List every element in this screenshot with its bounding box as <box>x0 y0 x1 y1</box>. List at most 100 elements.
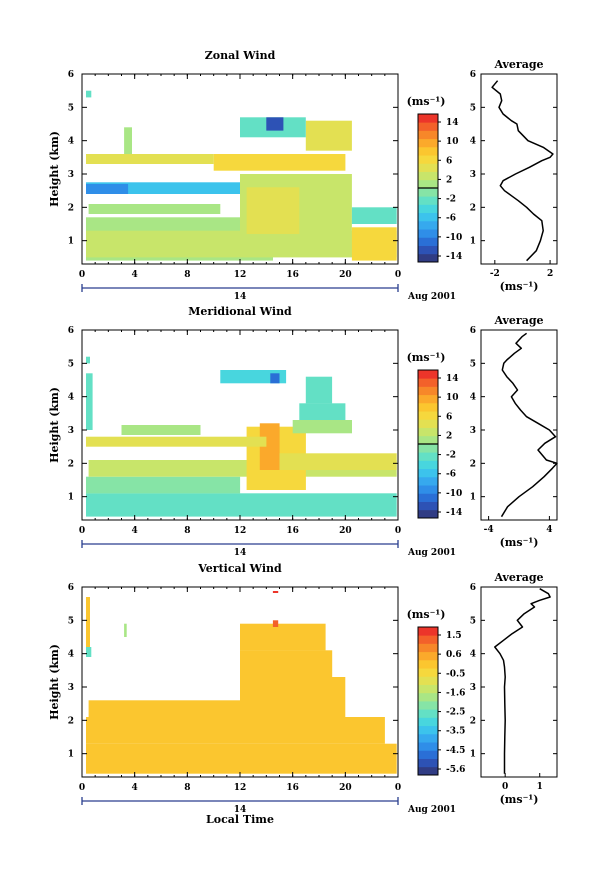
colorbar-swatch <box>418 717 438 727</box>
colorbar-swatch <box>418 733 438 743</box>
y-tick-label: 3 <box>68 426 74 436</box>
colorbar-tick-label: 10 <box>446 137 459 147</box>
colorbar-swatch <box>418 245 438 255</box>
profile-title: Average <box>493 571 543 584</box>
profile-y-tick-label: 2 <box>470 716 476 726</box>
colorbar-tick-label: 6 <box>446 156 452 166</box>
y-tick-label: 6 <box>68 583 74 593</box>
profile-y-tick-label: 6 <box>470 70 476 80</box>
profile-x-tick-label: -2 <box>490 269 500 279</box>
heatmap-cell <box>86 184 129 194</box>
profile-y-tick-label: 3 <box>470 170 476 180</box>
heatmap-cell <box>86 154 214 164</box>
colorbar-swatch <box>418 444 438 453</box>
colorbar: 14 10 6 2 -2 -6 -10 -14 <box>417 369 462 519</box>
colorbar-swatch <box>418 651 438 661</box>
colorbar-swatch <box>418 122 438 131</box>
heatmap-cell <box>279 453 397 470</box>
x-tick-label: 4 <box>132 783 138 793</box>
y-axis-label: Height (km) <box>48 131 61 207</box>
colorbar-swatch <box>418 146 438 156</box>
colorbar-swatch <box>418 460 438 470</box>
colorbar-swatch <box>418 493 438 502</box>
colorbar-swatch <box>418 725 438 735</box>
y-tick-label: 5 <box>68 103 74 113</box>
heatmap-cell <box>86 373 93 430</box>
colorbar: 14 10 6 2 -2 -6 -10 -14 <box>417 113 462 263</box>
heatmap-cells <box>86 90 397 261</box>
colorbar-tick-label: 0.6 <box>446 650 462 660</box>
profile-y-tick-label: 6 <box>470 583 476 593</box>
heatmap-cell <box>124 623 127 637</box>
plot-title: Zonal Wind <box>205 49 276 62</box>
colorbar-swatch <box>418 419 438 428</box>
heatmap-cell <box>292 420 352 434</box>
profile-y-tick-label: 1 <box>470 237 476 247</box>
colorbar-unit: (ms⁻¹) <box>407 95 446 108</box>
x-tick-label: 12 <box>234 783 247 793</box>
plot-title: Vertical Wind <box>197 562 282 575</box>
x-tick-label: 16 <box>286 270 299 280</box>
colorbar-swatch <box>418 709 438 718</box>
colorbar-swatch <box>418 452 438 461</box>
colorbar-tick-label: -0.5 <box>446 669 465 679</box>
heatmap-cell <box>266 117 284 131</box>
profile-y-tick-label: 4 <box>470 393 476 403</box>
colorbar-swatch <box>418 627 438 636</box>
colorbar-swatch <box>418 130 438 140</box>
colorbar-tick-label: -10 <box>446 233 462 243</box>
profile-frame <box>480 586 558 778</box>
y-tick-label: 1 <box>68 237 74 247</box>
profile-x-tick-label: 0 <box>502 782 508 792</box>
profile-y-tick-label: 3 <box>470 426 476 436</box>
colorbar-swatch <box>418 668 438 677</box>
y-axis-label: Height (km) <box>48 387 61 463</box>
colorbar-swatch <box>418 163 438 172</box>
x-tick-label: 0 <box>395 783 401 793</box>
colorbar-swatch <box>418 476 438 486</box>
heatmap-cell <box>351 227 397 261</box>
x-tick-label: 4 <box>132 270 138 280</box>
x-tick-label: 0 <box>79 270 85 280</box>
profile-y-tick-label: 6 <box>470 326 476 336</box>
profile-x-label: (ms⁻¹) <box>500 793 539 806</box>
colorbar-swatch <box>418 435 438 445</box>
y-tick-label: 2 <box>68 203 74 213</box>
profile-y-tick-label: 1 <box>470 750 476 760</box>
heatmap-cell <box>86 182 254 194</box>
heatmap-cell <box>86 356 90 364</box>
y-tick-label: 3 <box>68 170 74 180</box>
colorbar-swatch <box>418 220 438 230</box>
colorbar-swatch <box>418 701 438 710</box>
colorbar-swatch <box>418 204 438 214</box>
profile-y-tick-label: 2 <box>470 459 476 469</box>
day-label: 14 <box>234 292 247 302</box>
colorbar-swatch <box>418 692 438 702</box>
colorbar-tick-label: -2 <box>446 451 456 461</box>
heatmap-cell <box>86 647 92 657</box>
heatmap-cell <box>121 425 201 435</box>
profile-line <box>491 80 554 262</box>
y-tick-label: 4 <box>68 137 74 147</box>
colorbar-tick-label: -5.6 <box>446 765 465 775</box>
x-tick-label: 20 <box>339 526 352 536</box>
colorbar: 1.5 0.6 -0.5 -1.6 -2.5 -3.5 -4.5 -5.6 <box>417 626 465 776</box>
colorbar-swatch <box>418 427 438 437</box>
colorbar-tick-label: 2 <box>446 175 452 185</box>
colorbar-swatch <box>418 188 438 197</box>
profile-y-tick-label: 5 <box>470 359 476 369</box>
profile-y-tick-label: 2 <box>470 203 476 213</box>
x-tick-label: 8 <box>184 270 190 280</box>
colorbar-swatch <box>418 155 438 164</box>
colorbar-tick-label: 2 <box>446 431 452 441</box>
profile-x-label: (ms⁻¹) <box>500 280 539 293</box>
colorbar-swatch <box>418 237 438 246</box>
profile-line <box>500 332 558 518</box>
y-tick-label: 6 <box>68 70 74 80</box>
date-label: Aug 2001 <box>407 805 456 815</box>
heatmap-cell <box>220 370 287 384</box>
colorbar-frame <box>417 626 439 776</box>
x-tick-label: 4 <box>132 526 138 536</box>
colorbar-tick-label: -4.5 <box>446 746 465 756</box>
